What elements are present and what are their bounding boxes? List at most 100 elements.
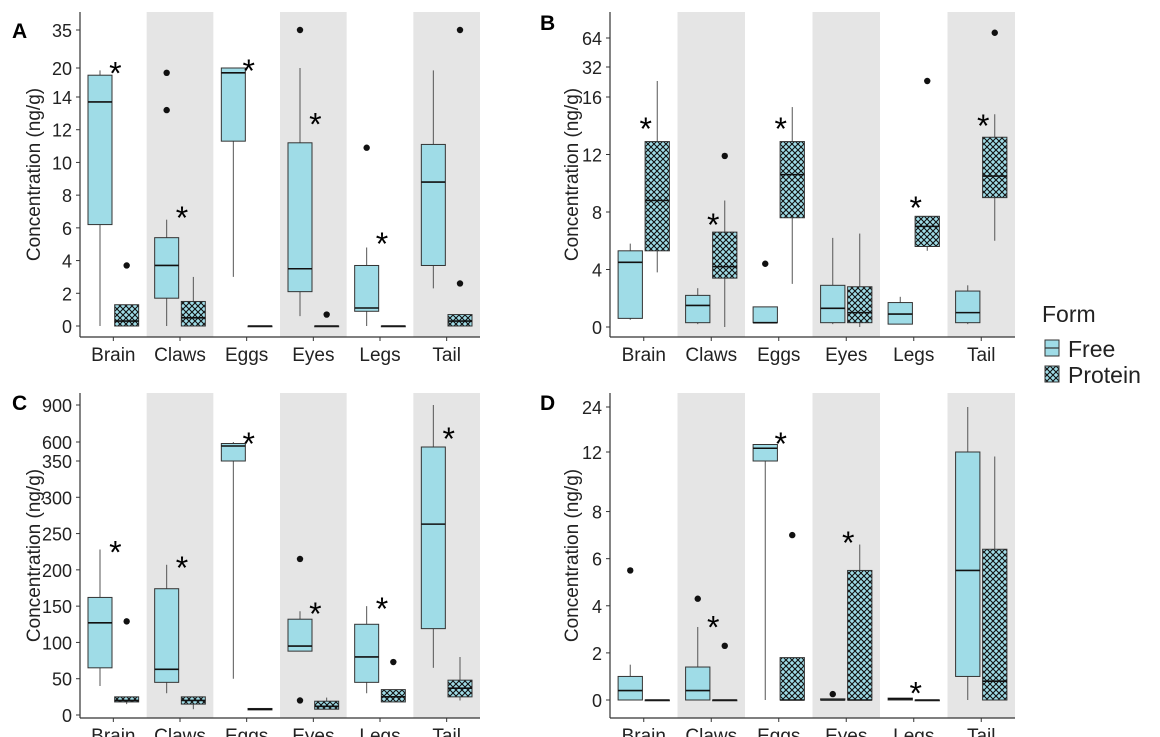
legend-title: Form bbox=[1042, 301, 1096, 327]
outlier-point bbox=[163, 106, 170, 114]
band-eyes bbox=[280, 393, 347, 718]
band-claws bbox=[677, 393, 745, 718]
box-body bbox=[154, 588, 180, 683]
y-tick-label: 6 bbox=[62, 219, 72, 239]
x-tick-label-brain: Brain bbox=[91, 345, 135, 366]
y-tick-label: 32 bbox=[582, 58, 602, 78]
box-eggs-protein bbox=[779, 107, 805, 284]
outlier-point bbox=[789, 531, 796, 539]
significance-star-eyes: * bbox=[309, 107, 321, 143]
y-tick-label: 100 bbox=[42, 633, 72, 653]
box-eyes-free bbox=[287, 26, 313, 317]
outlier-point bbox=[829, 690, 836, 698]
legend-swatch-protein bbox=[1044, 365, 1060, 383]
band-eyes bbox=[812, 12, 880, 337]
y-tick-label: 8 bbox=[592, 503, 602, 523]
outlier-point bbox=[456, 26, 464, 34]
x-tick-label-claws: Claws bbox=[154, 345, 206, 366]
significance-star-legs: * bbox=[376, 591, 388, 627]
box-body bbox=[779, 657, 805, 701]
box-eyes-protein bbox=[314, 311, 340, 328]
box-body bbox=[752, 306, 778, 324]
box-body bbox=[914, 215, 940, 247]
box-brain-protein bbox=[644, 81, 670, 273]
box-claws-free bbox=[154, 69, 180, 326]
x-tick-label-eggs: Eggs bbox=[757, 345, 800, 366]
box-eggs-free bbox=[752, 260, 778, 324]
box-claws-protein bbox=[712, 152, 738, 327]
box-eyes-free bbox=[820, 690, 846, 701]
significance-star-brain: * bbox=[640, 111, 652, 147]
x-tick-label-eyes: Eyes bbox=[292, 345, 334, 366]
box-eggs-free bbox=[220, 442, 246, 679]
y-tick-label: 2 bbox=[592, 644, 602, 664]
panel-B: B Concentration (ng/g) 0 4 8 12 16 32 64 Brain Cla… bbox=[540, 12, 1015, 366]
x-tick-label-tail: Tail bbox=[432, 345, 461, 366]
box-body bbox=[420, 446, 446, 630]
box-brain-free bbox=[617, 567, 643, 701]
legend-label-protein: Protein bbox=[1068, 362, 1141, 388]
box-tail-protein bbox=[982, 456, 1008, 701]
outlier-point bbox=[991, 29, 998, 36]
significance-star-eyes: * bbox=[309, 596, 321, 632]
y-tick-label: 250 bbox=[42, 525, 72, 545]
outlier-point bbox=[163, 69, 170, 77]
box-legs-free bbox=[354, 144, 380, 326]
panel-A: A Concentration (ng/g) 0 2 4 6 8 10 12 14 20 35 Brai… bbox=[12, 12, 480, 366]
y-tick-label: 0 bbox=[592, 691, 602, 711]
outlier-point bbox=[762, 260, 769, 267]
outlier-point bbox=[694, 595, 701, 602]
y-tick-label: 0 bbox=[62, 317, 72, 337]
box-body bbox=[154, 237, 180, 299]
y-tick-label: 350 bbox=[42, 452, 72, 472]
box-body bbox=[847, 286, 873, 324]
box-eggs-free bbox=[752, 444, 778, 700]
box-body bbox=[712, 231, 738, 279]
band-claws bbox=[677, 12, 745, 337]
significance-star-legs: * bbox=[910, 676, 922, 712]
panel-letter: A bbox=[12, 20, 27, 43]
significance-star-eyes: * bbox=[842, 525, 854, 561]
box-eyes-free bbox=[820, 237, 846, 325]
significance-star-eggs: * bbox=[775, 111, 787, 147]
box-claws-free bbox=[685, 288, 711, 325]
box-body bbox=[114, 696, 140, 703]
x-tick-label-legs: Legs bbox=[359, 345, 400, 366]
box-eyes-free bbox=[287, 555, 313, 704]
significance-star-claws: * bbox=[707, 610, 719, 646]
y-tick-label: 12 bbox=[582, 146, 602, 166]
box-body bbox=[87, 596, 113, 669]
y-tick-label: 10 bbox=[52, 153, 72, 173]
box-body bbox=[685, 294, 711, 324]
significance-star-tail: * bbox=[442, 421, 454, 457]
box-claws-free bbox=[685, 595, 711, 701]
x-tick-label-brain: Brain bbox=[622, 345, 666, 366]
box-brain-protein bbox=[114, 618, 140, 705]
box-legs-protein bbox=[914, 699, 940, 702]
box-eggs-protein bbox=[779, 531, 805, 701]
outlier-point bbox=[296, 26, 304, 34]
x-tick-label-legs: Legs bbox=[893, 345, 934, 366]
box-legs-protein bbox=[380, 325, 406, 328]
box-body bbox=[617, 250, 643, 319]
y-axis-label: Concentration (ng/g) bbox=[24, 88, 45, 261]
box-brain-free bbox=[617, 243, 643, 320]
box-claws-free bbox=[154, 564, 180, 694]
box-tail-free bbox=[955, 407, 981, 700]
significance-star-brain: * bbox=[109, 55, 121, 91]
box-body bbox=[982, 548, 1008, 701]
y-tick-label: 200 bbox=[42, 561, 72, 581]
x-tick-label-tail: Tail bbox=[967, 345, 996, 366]
y-tick-label: 14 bbox=[52, 88, 72, 108]
significance-star-eggs: * bbox=[242, 426, 254, 462]
box-body bbox=[955, 290, 981, 324]
box-body bbox=[955, 451, 981, 677]
box-body bbox=[644, 141, 670, 252]
box-body bbox=[617, 675, 643, 701]
x-tick-label-tail: Tail bbox=[432, 726, 461, 737]
y-tick-label: 8 bbox=[592, 203, 602, 223]
y-tick-label: 16 bbox=[582, 88, 602, 108]
legend: Form Free Protein bbox=[1042, 301, 1141, 388]
y-tick-label: 2 bbox=[62, 284, 72, 304]
